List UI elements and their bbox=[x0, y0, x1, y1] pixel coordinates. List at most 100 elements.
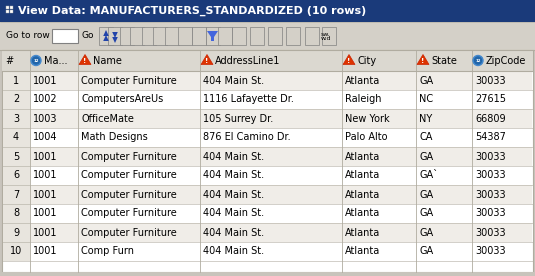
Bar bbox=[322, 27, 336, 45]
Text: Computer Furniture: Computer Furniture bbox=[81, 76, 177, 86]
Text: Name: Name bbox=[93, 55, 122, 65]
Text: Comp Furn: Comp Furn bbox=[81, 246, 134, 256]
Bar bbox=[153, 27, 167, 45]
Bar bbox=[0, 22, 535, 50]
Circle shape bbox=[31, 55, 41, 65]
Bar bbox=[286, 27, 300, 45]
Bar bbox=[218, 27, 232, 45]
Text: !: ! bbox=[347, 58, 350, 64]
Text: 30033: 30033 bbox=[475, 171, 506, 181]
Text: 404 Main St.: 404 Main St. bbox=[203, 76, 264, 86]
Bar bbox=[3, 71, 30, 90]
Text: ZipCode: ZipCode bbox=[486, 55, 526, 65]
Text: 30033: 30033 bbox=[475, 227, 506, 238]
Text: Computer Furniture: Computer Furniture bbox=[81, 227, 177, 238]
Bar bbox=[120, 27, 134, 45]
Text: GA: GA bbox=[419, 152, 433, 161]
Text: 1001: 1001 bbox=[33, 208, 57, 219]
Text: GA: GA bbox=[419, 76, 433, 86]
Bar bbox=[250, 27, 264, 45]
Text: 7: 7 bbox=[13, 190, 19, 200]
Bar bbox=[3, 204, 30, 223]
Circle shape bbox=[473, 55, 483, 65]
Bar bbox=[142, 27, 156, 45]
Text: AddressLine1: AddressLine1 bbox=[215, 55, 280, 65]
Text: GA: GA bbox=[419, 208, 433, 219]
Text: 5: 5 bbox=[13, 152, 19, 161]
Text: 1116 Lafayette Dr.: 1116 Lafayette Dr. bbox=[203, 94, 294, 105]
Text: Atlanta: Atlanta bbox=[345, 208, 380, 219]
Text: OfficeMate: OfficeMate bbox=[81, 113, 134, 123]
Text: Raleigh: Raleigh bbox=[345, 94, 381, 105]
Text: 6: 6 bbox=[13, 171, 19, 181]
Bar bbox=[3, 204, 532, 223]
Text: GA: GA bbox=[419, 246, 433, 256]
Text: 30033: 30033 bbox=[475, 246, 506, 256]
Bar bbox=[0, 0, 535, 22]
Text: Computer Furniture: Computer Furniture bbox=[81, 208, 177, 219]
Text: 404 Main St.: 404 Main St. bbox=[203, 246, 264, 256]
Text: 10: 10 bbox=[10, 246, 22, 256]
Bar bbox=[305, 27, 319, 45]
Bar bbox=[52, 29, 78, 43]
Circle shape bbox=[33, 57, 40, 64]
Text: Ma...: Ma... bbox=[44, 55, 67, 65]
Text: 54387: 54387 bbox=[475, 132, 506, 142]
Text: 876 El Camino Dr.: 876 El Camino Dr. bbox=[203, 132, 291, 142]
Bar bbox=[165, 27, 179, 45]
Bar bbox=[232, 27, 246, 45]
Text: 12: 12 bbox=[33, 59, 39, 63]
Text: GA: GA bbox=[419, 227, 433, 238]
Text: sw.: sw. bbox=[321, 31, 331, 36]
Text: 1002: 1002 bbox=[33, 94, 58, 105]
Text: New York: New York bbox=[345, 113, 389, 123]
Bar bbox=[268, 27, 282, 45]
Bar bbox=[3, 128, 532, 147]
Bar bbox=[3, 242, 532, 261]
Bar bbox=[3, 109, 30, 128]
Text: 404 Main St.: 404 Main St. bbox=[203, 171, 264, 181]
Text: Go: Go bbox=[82, 31, 95, 41]
Bar bbox=[3, 242, 30, 261]
Text: View Data: MANUFACTURERS_STANDARDIZED (10 rows): View Data: MANUFACTURERS_STANDARDIZED (1… bbox=[18, 6, 366, 16]
Text: Atlanta: Atlanta bbox=[345, 171, 380, 181]
Text: Atlanta: Atlanta bbox=[345, 152, 380, 161]
Bar bbox=[206, 27, 220, 45]
Polygon shape bbox=[207, 31, 218, 41]
Bar bbox=[3, 185, 30, 204]
Bar bbox=[3, 166, 30, 185]
Text: 30033: 30033 bbox=[475, 190, 506, 200]
Text: Atlanta: Atlanta bbox=[345, 76, 380, 86]
Bar bbox=[3, 223, 532, 242]
Text: NY: NY bbox=[419, 113, 432, 123]
Bar bbox=[3, 71, 532, 90]
Text: 105 Surrey Dr.: 105 Surrey Dr. bbox=[203, 113, 273, 123]
Bar bbox=[3, 90, 532, 109]
Text: NC: NC bbox=[419, 94, 433, 105]
Text: 1001: 1001 bbox=[33, 227, 57, 238]
Text: City: City bbox=[357, 55, 376, 65]
Bar bbox=[99, 27, 113, 45]
Text: 30033: 30033 bbox=[475, 208, 506, 219]
Text: Math Designs: Math Designs bbox=[81, 132, 148, 142]
Polygon shape bbox=[103, 30, 109, 36]
Text: Computer Furniture: Computer Furniture bbox=[81, 171, 177, 181]
Text: GA: GA bbox=[419, 190, 433, 200]
Bar bbox=[3, 128, 30, 147]
Bar bbox=[10, 6, 13, 9]
Text: State: State bbox=[431, 55, 457, 65]
Bar bbox=[2, 50, 533, 71]
Bar bbox=[6, 6, 9, 9]
Text: #: # bbox=[5, 55, 13, 65]
Text: 12: 12 bbox=[475, 59, 481, 63]
Bar bbox=[6, 10, 9, 13]
Text: !: ! bbox=[83, 58, 87, 64]
Bar bbox=[192, 27, 206, 45]
Text: Computer Furniture: Computer Furniture bbox=[81, 190, 177, 200]
Text: 404 Main St.: 404 Main St. bbox=[203, 227, 264, 238]
Text: 404 Main St.: 404 Main St. bbox=[203, 208, 264, 219]
Text: Atlanta: Atlanta bbox=[345, 246, 380, 256]
Text: 9: 9 bbox=[13, 227, 19, 238]
Circle shape bbox=[475, 57, 482, 64]
Text: 1001: 1001 bbox=[33, 190, 57, 200]
